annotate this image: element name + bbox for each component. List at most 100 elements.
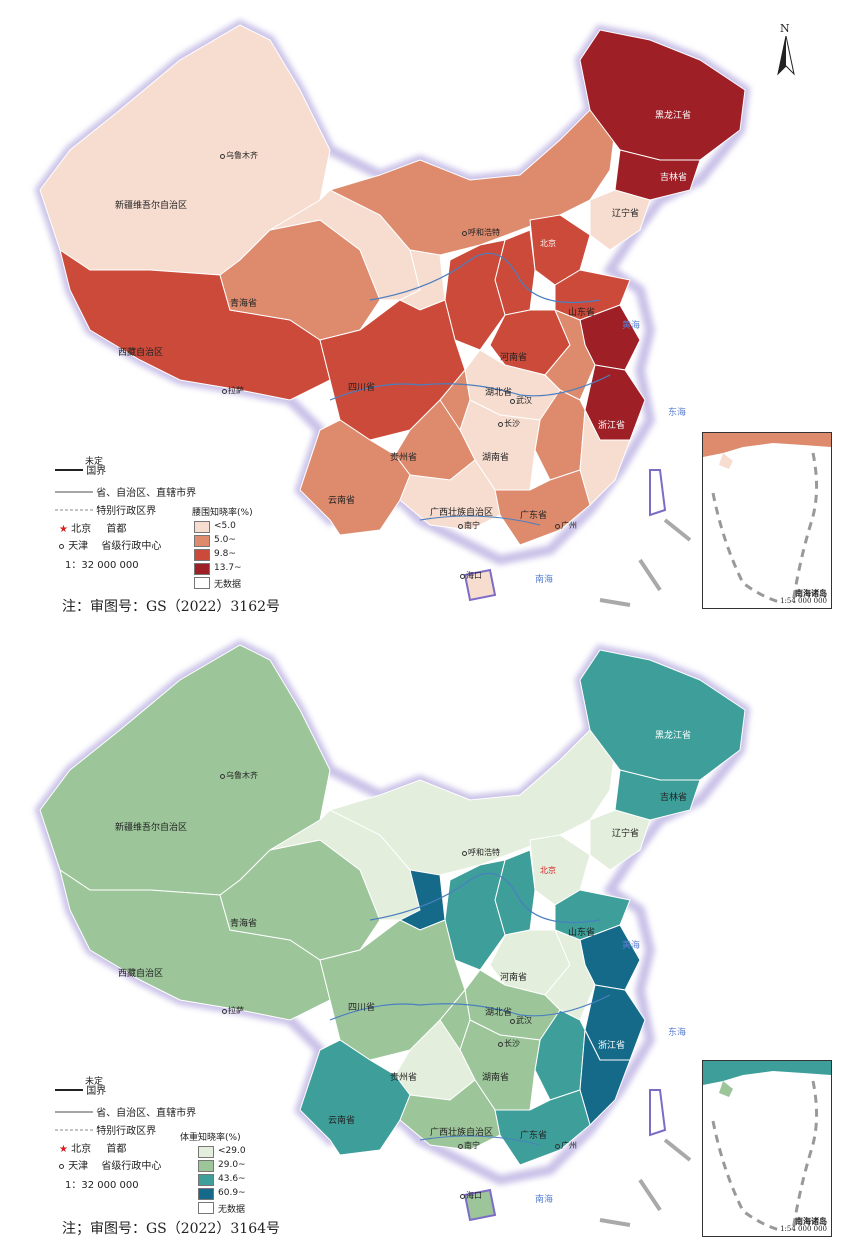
label-guangdong: 广东省 (520, 511, 548, 521)
label-henan: 河南省 (500, 973, 528, 983)
city-dot-icon (460, 1193, 465, 1199)
sea-south: 南海 (535, 1195, 554, 1205)
city-haikou: 海口 (460, 570, 482, 581)
national-border-icon (55, 1089, 83, 1091)
legend-capital: ★ 北京 首都 (59, 524, 127, 535)
label-zhejiang: 浙江省 (598, 421, 626, 431)
province-hainan (463, 568, 497, 602)
label-xinjiang: 新疆维吾尔自治区 (115, 201, 188, 211)
label-qinghai: 青海省 (230, 299, 258, 309)
legend-sar-border: 特别行政区界 (55, 502, 156, 517)
legend-title: 腰围知晓率(%) (192, 508, 253, 518)
city-changsha: 长沙 (498, 418, 520, 429)
north-arrow: N (777, 22, 795, 76)
inset-caption: 南海诸岛 1:54 000 000 (780, 1216, 827, 1233)
label-sichuan: 四川省 (348, 1003, 376, 1013)
city-dot-icon (59, 1163, 64, 1169)
legend-national-border: 未定 国界 (55, 457, 106, 477)
label-tibet: 西藏自治区 (118, 348, 164, 358)
sea-yellow: 黄海 (622, 941, 641, 951)
city-dot-icon (460, 573, 465, 579)
legend-swatch (194, 535, 210, 547)
province-liaoning (589, 189, 651, 251)
sea-east: 东海 (668, 1028, 687, 1038)
legend-swatch (194, 563, 210, 575)
city-dot-icon (59, 543, 64, 549)
city-dot-icon (555, 1143, 560, 1149)
city-dot-icon (462, 850, 467, 856)
city-guangzhou: 广州 (555, 520, 577, 531)
city-nanning: 南宁 (458, 520, 480, 531)
sar-border-icon (55, 509, 93, 511)
sar-border-icon (55, 1129, 93, 1131)
label-guizhou: 贵州省 (390, 453, 418, 463)
inset-map (703, 433, 831, 605)
label-heilongjiang: 黑龙江省 (655, 731, 692, 741)
legend-national-border: 未定 国界 (55, 1077, 106, 1097)
legend-swatch (198, 1146, 214, 1158)
city-dot-icon (498, 1041, 503, 1047)
label-sichuan: 四川省 (348, 383, 376, 393)
city-dot-icon (458, 1143, 463, 1149)
legend-swatch (198, 1174, 214, 1186)
city-dot-icon (222, 388, 227, 394)
label-hubei: 湖北省 (485, 1008, 513, 1018)
city-urumqi: 乌鲁木齐 (220, 770, 258, 781)
label-yunnan: 云南省 (328, 1116, 356, 1126)
label-xinjiang: 新疆维吾尔自治区 (115, 823, 188, 833)
city-dot-icon (458, 523, 463, 529)
waist-awareness-map: N 新疆维吾尔自治区 西藏自治区 青海省 黑龙江省 吉林省 辽宁省 四川省 云南… (34, 19, 832, 615)
label-yunnan: 云南省 (328, 496, 356, 506)
inset-caption: 南海诸岛 1:54 000 000 (780, 588, 827, 605)
legend-swatch (194, 577, 210, 589)
city-beijing: 北京 (540, 866, 556, 875)
legend-capital: ★ 北京 首都 (59, 1144, 127, 1155)
label-shandong: 山东省 (568, 308, 596, 318)
inset-map (703, 1061, 831, 1233)
north-arrow-icon (777, 36, 795, 76)
label-liaoning: 辽宁省 (612, 829, 640, 839)
label-tibet: 西藏自治区 (118, 969, 164, 979)
map-scale: 1：32 000 000 (65, 560, 139, 571)
label-hunan: 湖南省 (482, 453, 510, 463)
label-qinghai: 青海省 (230, 919, 258, 929)
city-hohhot: 呼和浩特 (462, 847, 500, 858)
label-guangxi: 广西壮族自治区 (430, 1128, 494, 1138)
sea-south: 南海 (535, 575, 554, 585)
map-svg (34, 639, 751, 1227)
map-scale: 1：32 000 000 (65, 1180, 139, 1191)
provincial-border-icon (55, 1111, 93, 1113)
city-hohhot: 呼和浩特 (462, 227, 500, 238)
legend-sar-border: 特别行政区界 (55, 1122, 156, 1137)
city-guangzhou: 广州 (555, 1140, 577, 1151)
city-dot-icon (220, 773, 225, 779)
legend-swatch (194, 549, 210, 561)
city-dot-icon (498, 421, 503, 427)
city-dot-icon (462, 230, 467, 236)
label-guangxi: 广西壮族自治区 (430, 508, 494, 518)
map-svg (34, 19, 751, 607)
city-lhasa: 拉萨 (222, 385, 244, 396)
legend-provincial-center: 天津 省级行政中心 (59, 1157, 161, 1172)
city-wuhan: 武汉 (510, 1015, 532, 1026)
legend-provincial-border: 省、自治区、直辖市界 (55, 1104, 196, 1119)
city-dot-icon (222, 1008, 227, 1014)
map-note: 注；审图号：GS（2022）3164号 (62, 1221, 281, 1237)
legend-swatch (198, 1202, 214, 1214)
legend-provincial-border: 省、自治区、直辖市界 (55, 484, 196, 499)
south-china-sea-inset: 南海诸岛 1:54 000 000 (702, 1060, 832, 1237)
label-jilin: 吉林省 (660, 173, 688, 183)
star-icon: ★ (59, 524, 68, 535)
label-jilin: 吉林省 (660, 793, 688, 803)
map-note: 注：审图号：GS（2022）3162号 (62, 599, 281, 615)
legend-swatch (198, 1160, 214, 1172)
city-wuhan: 武汉 (510, 395, 532, 406)
city-nanning: 南宁 (458, 1140, 480, 1151)
label-shandong: 山东省 (568, 928, 596, 938)
sea-yellow: 黄海 (622, 321, 641, 331)
legend-title: 体重知晓率(%) (180, 1133, 241, 1143)
label-heilongjiang: 黑龙江省 (655, 111, 692, 121)
city-dot-icon (510, 398, 515, 404)
label-zhejiang: 浙江省 (598, 1041, 626, 1051)
city-dot-icon (220, 153, 225, 159)
